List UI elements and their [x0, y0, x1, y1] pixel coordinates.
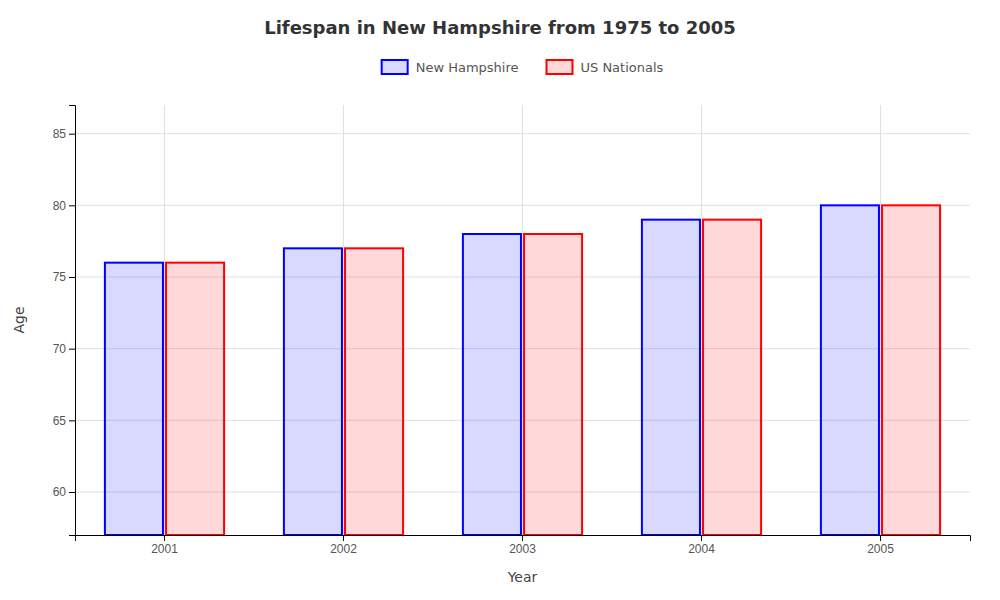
y-axis: 60 65 70 75 80 85	[53, 106, 76, 536]
tick-label: 2002	[330, 542, 357, 556]
tick-mark	[522, 535, 523, 541]
tick: 80	[53, 199, 75, 213]
tick: 75	[53, 270, 75, 284]
tick: 2004	[688, 535, 715, 556]
tick: 60	[53, 485, 75, 499]
legend-item: New Hampshire	[382, 60, 519, 75]
tick: 2002	[330, 535, 357, 556]
grid	[75, 105, 970, 535]
grid-line	[522, 105, 523, 535]
bar	[345, 248, 403, 535]
bar	[882, 205, 940, 535]
tick-label: 2005	[867, 542, 894, 556]
tick-label: 75	[53, 270, 67, 284]
bar	[284, 248, 342, 535]
grid-line	[164, 105, 165, 535]
grid-line	[880, 105, 881, 535]
tick-label: 65	[53, 414, 67, 428]
tick-mark	[69, 492, 75, 493]
tick: 65	[53, 414, 75, 428]
tick-label: 2003	[509, 542, 536, 556]
legend-swatch	[382, 60, 408, 74]
axis-line	[69, 106, 76, 536]
series	[105, 205, 879, 535]
axis-line	[76, 536, 971, 542]
tick-mark	[343, 535, 344, 541]
grid-line	[701, 105, 702, 535]
legend-label: US Nationals	[580, 60, 663, 75]
tick-mark	[164, 535, 165, 541]
tick: 2003	[509, 535, 536, 556]
x-axis: 2001 2002 2003 2004 2005	[76, 535, 971, 556]
tick-mark	[69, 349, 75, 350]
tick-label: 80	[53, 199, 67, 213]
bars	[105, 205, 940, 535]
bar	[703, 220, 761, 535]
legend-label: New Hampshire	[416, 60, 519, 75]
tick-mark	[69, 205, 75, 206]
tick-label: 2001	[151, 542, 178, 556]
legend: New Hampshire US Nationals	[382, 60, 664, 75]
tick-label: 70	[53, 342, 67, 356]
plot: 2001 2002 2003 2004 2005 60 65 70 75 80 85	[53, 105, 971, 556]
tick-label: 60	[53, 485, 67, 499]
tick: 70	[53, 342, 75, 356]
tick-mark	[701, 535, 702, 541]
tick: 85	[53, 127, 75, 141]
bar	[821, 205, 879, 535]
tick-mark	[69, 277, 75, 278]
legend-swatch	[546, 60, 572, 74]
bar	[105, 263, 163, 535]
bar	[166, 263, 224, 535]
tick: 2005	[867, 535, 894, 556]
title: Lifespan in New Hampshire from 1975 to 2…	[264, 17, 736, 38]
x-axis-title: Year	[507, 569, 538, 585]
bar	[524, 234, 582, 535]
y-axis-title: Age	[11, 306, 27, 333]
legend-item: US Nationals	[546, 60, 663, 75]
tick-mark	[880, 535, 881, 541]
grid-line	[343, 105, 344, 535]
bar	[463, 234, 521, 535]
tick-label: 85	[53, 127, 67, 141]
tick-mark	[69, 420, 75, 421]
tick-label: 2004	[688, 542, 715, 556]
bar	[642, 220, 700, 535]
series	[166, 205, 940, 535]
tick: 2001	[151, 535, 178, 556]
chart: 2001 2002 2003 2004 2005 60 65 70 75 80 85 Year Age L…	[0, 0, 1000, 600]
tick-mark	[69, 134, 75, 135]
